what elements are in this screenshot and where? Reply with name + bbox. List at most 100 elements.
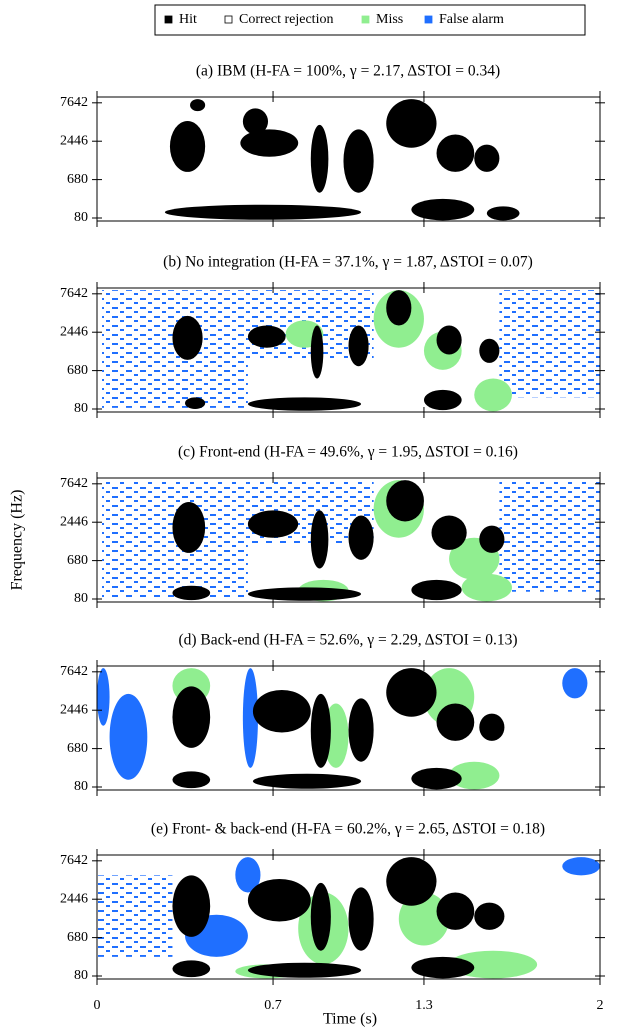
y-tick-label: 2446 [60, 891, 88, 906]
axes-frame [96, 665, 601, 791]
region-fa [97, 668, 110, 726]
region-hit [185, 397, 206, 409]
legend-label: Miss [376, 12, 403, 27]
y-tick-label: 7642 [60, 664, 88, 679]
y-tick-label: 2446 [60, 324, 88, 339]
region-hit [247, 510, 299, 538]
legend-swatch [424, 15, 433, 24]
region-hit [247, 878, 311, 922]
region-fa [562, 857, 600, 876]
panel-title: (b) No integration (H-FA = 37.1%, γ = 1.… [163, 254, 533, 271]
x-tick-label: 2 [597, 998, 604, 1013]
region-hit [310, 882, 331, 951]
plot-area [164, 99, 520, 221]
legend-label: False alarm [439, 12, 504, 27]
region-hit [479, 338, 500, 363]
region-hit [310, 325, 324, 379]
region-hit [411, 956, 475, 979]
region-fa [97, 875, 173, 957]
region-hit [386, 99, 437, 148]
y-tick-label: 80 [74, 779, 88, 794]
region-fa [499, 290, 600, 398]
region-hit [172, 686, 211, 748]
y-tick-label: 80 [74, 210, 88, 225]
region-hit [252, 689, 311, 733]
region-hit [310, 510, 329, 569]
y-tick-label: 7642 [60, 476, 88, 491]
region-hit [386, 857, 437, 906]
region-hit [172, 585, 211, 601]
y-tick-label: 680 [67, 172, 88, 187]
region-hit [474, 144, 500, 172]
region-hit [348, 887, 374, 951]
region-hit [172, 315, 203, 360]
legend-swatch [164, 15, 173, 24]
y-tick-label: 2446 [60, 702, 88, 717]
region-miss [461, 573, 512, 602]
region-fa [109, 693, 148, 780]
region-hit [252, 773, 362, 789]
region-miss [449, 761, 500, 790]
plot-area [102, 290, 600, 412]
plot-area [102, 480, 600, 602]
y-tick-label: 2446 [60, 133, 88, 148]
y-tick-label: 7642 [60, 95, 88, 110]
axes-frame [96, 96, 601, 222]
region-hit [172, 875, 211, 937]
region-hit [310, 124, 329, 193]
y-tick-label: 80 [74, 591, 88, 606]
y-tick-label: 680 [67, 930, 88, 945]
panel-title: (c) Front-end (H-FA = 49.6%, γ = 1.95, Δ… [178, 444, 518, 461]
region-hit [348, 325, 369, 367]
region-hit [436, 134, 475, 172]
x-tick-label: 0.7 [264, 998, 282, 1013]
region-hit [386, 480, 424, 522]
region-hit [240, 129, 299, 157]
panel-title: (a) IBM (H-FA = 100%, γ = 2.17, ΔSTOI = … [196, 63, 500, 80]
region-miss [474, 378, 512, 412]
plot-area [97, 857, 600, 979]
legend-label: Correct rejection [239, 12, 333, 27]
y-tick-label: 80 [74, 968, 88, 983]
region-hit [247, 397, 362, 411]
region-hit [386, 668, 437, 717]
region-hit [348, 515, 374, 560]
y-tick-label: 2446 [60, 514, 88, 529]
region-hit [474, 902, 505, 930]
x-tick-label: 0 [94, 998, 101, 1013]
region-hit [343, 129, 374, 193]
region-hit [436, 325, 462, 355]
axes-frame [96, 854, 601, 980]
region-hit [172, 771, 211, 789]
region-hit [169, 120, 206, 172]
region-hit [423, 389, 462, 411]
plot-area [97, 668, 588, 790]
y-tick-label: 680 [67, 363, 88, 378]
region-hit [247, 325, 286, 348]
region-hit [190, 99, 206, 112]
y-tick-label: 7642 [60, 853, 88, 868]
region-hit [411, 767, 462, 790]
axes-frame [96, 477, 601, 603]
region-hit [242, 108, 269, 135]
axes-frame [96, 287, 601, 413]
y-tick-label: 680 [67, 741, 88, 756]
panel-title: (d) Back-end (H-FA = 52.6%, γ = 2.29, ΔS… [178, 632, 517, 649]
region-hit [172, 960, 211, 978]
x-axis-label: Time (s) [323, 1011, 377, 1028]
region-fa [242, 668, 258, 768]
region-fa [562, 668, 588, 699]
region-hit [479, 713, 505, 741]
region-hit [310, 693, 331, 768]
region-hit [411, 198, 475, 221]
region-hit [247, 962, 362, 978]
region-hit [386, 290, 412, 326]
region-hit [486, 206, 520, 221]
region-miss [398, 892, 450, 946]
legend-swatch [361, 15, 370, 24]
y-tick-label: 7642 [60, 286, 88, 301]
legend-label: Hit [179, 12, 197, 27]
region-hit [479, 525, 505, 553]
region-hit [348, 698, 374, 762]
